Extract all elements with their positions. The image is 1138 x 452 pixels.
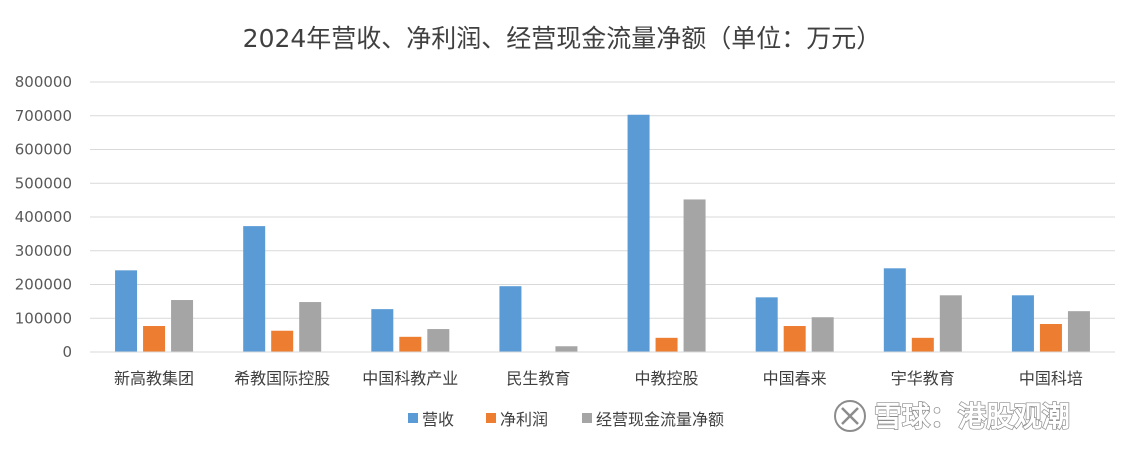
bar — [171, 300, 194, 352]
snowball-logo-icon — [834, 400, 866, 432]
bar — [1039, 323, 1062, 352]
x-tick-label: 中国春来 — [763, 369, 827, 388]
legend-label: 净利润 — [500, 410, 548, 429]
bar — [299, 302, 322, 352]
x-tick-label: 新高教集团 — [114, 369, 194, 388]
bar — [811, 317, 834, 352]
legend-label: 营收 — [422, 410, 454, 429]
bar — [1067, 311, 1090, 352]
x-axis: 新高教集团 希教国际控股 中国科教产业 民生教育 中教控股 中国春来 宇华教育 中国科培 — [90, 351, 1115, 388]
legend-swatch — [408, 413, 418, 423]
x-tick-label: 中国科教产业 — [362, 369, 458, 388]
legend: 营收 净利润 经营现金流量净额 — [408, 410, 724, 429]
y-tick-label: 200000 — [15, 276, 72, 294]
chart-title: 2024年营收、净利润、经营现金流量净额（单位：万元） — [243, 24, 882, 53]
x-tick-label: 中教控股 — [635, 369, 699, 388]
y-tick-label: 700000 — [15, 107, 72, 125]
y-tick-label: 800000 — [15, 73, 72, 91]
legend-label: 经营现金流量净额 — [596, 410, 724, 429]
bar — [655, 337, 678, 352]
bar — [427, 329, 450, 352]
bar — [143, 326, 166, 352]
bar — [911, 337, 934, 352]
bar — [115, 270, 138, 352]
x-tick-label: 中国科培 — [1019, 369, 1083, 388]
bar — [499, 286, 522, 352]
bar — [1011, 295, 1034, 352]
legend-swatch — [486, 413, 496, 423]
bars — [115, 114, 1090, 352]
bar — [683, 199, 706, 352]
y-axis-ticks: 0 100000 200000 300000 400000 500000 600000 700… — [15, 73, 72, 361]
x-tick-label: 民生教育 — [506, 369, 570, 388]
bar — [399, 336, 422, 352]
watermark-text: 雪球：港股观潮 — [874, 400, 1070, 433]
bar — [755, 297, 778, 352]
y-tick-label: 100000 — [15, 309, 72, 327]
bar — [243, 226, 266, 352]
bar — [939, 295, 962, 352]
y-tick-label: 400000 — [15, 208, 72, 226]
y-tick-label: 300000 — [15, 242, 72, 260]
bar — [371, 309, 394, 352]
legend-swatch — [582, 413, 592, 423]
y-tick-label: 500000 — [15, 174, 72, 192]
bar — [271, 330, 294, 352]
x-tick-label: 宇华教育 — [891, 369, 955, 388]
x-tick-label: 希教国际控股 — [234, 369, 330, 388]
bar — [627, 114, 650, 352]
y-tick-label: 600000 — [15, 141, 72, 159]
bar — [783, 326, 806, 352]
bar — [555, 346, 578, 352]
y-tick-label: 0 — [62, 343, 72, 361]
watermark: 雪球：港股观潮 — [834, 399, 1071, 434]
bar — [883, 268, 906, 352]
